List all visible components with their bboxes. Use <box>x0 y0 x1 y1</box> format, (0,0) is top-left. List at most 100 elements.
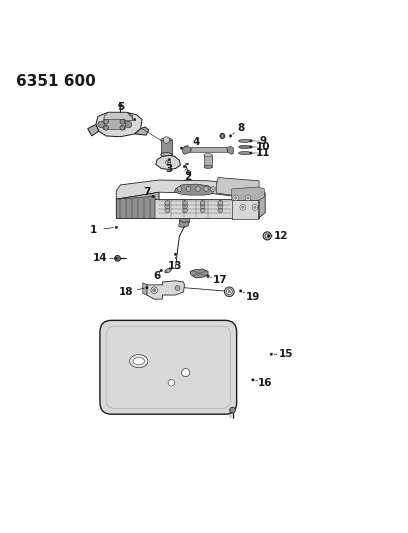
Circle shape <box>250 140 252 142</box>
Circle shape <box>254 206 256 208</box>
Polygon shape <box>190 269 208 278</box>
Ellipse shape <box>133 358 144 365</box>
Bar <box>161 140 172 155</box>
Circle shape <box>228 290 231 293</box>
Text: 7: 7 <box>143 187 151 197</box>
Circle shape <box>235 197 237 199</box>
Polygon shape <box>216 177 259 199</box>
Polygon shape <box>104 112 133 120</box>
Text: 18: 18 <box>119 287 134 297</box>
Text: 4: 4 <box>192 137 200 147</box>
Circle shape <box>174 253 177 255</box>
Circle shape <box>168 158 171 161</box>
Polygon shape <box>175 184 214 195</box>
Text: 8: 8 <box>237 123 244 133</box>
Circle shape <box>165 204 170 208</box>
Text: 11: 11 <box>256 148 271 158</box>
Circle shape <box>133 118 136 121</box>
Ellipse shape <box>129 354 148 368</box>
Circle shape <box>242 206 244 208</box>
Circle shape <box>115 226 118 229</box>
Text: 15: 15 <box>278 349 293 359</box>
Circle shape <box>252 205 258 210</box>
Circle shape <box>150 201 153 205</box>
Circle shape <box>207 275 209 278</box>
Text: 10: 10 <box>256 142 271 152</box>
Circle shape <box>265 234 269 238</box>
Circle shape <box>245 195 251 201</box>
Circle shape <box>167 161 169 164</box>
Circle shape <box>180 147 183 149</box>
Circle shape <box>166 160 171 165</box>
Circle shape <box>119 104 122 107</box>
Circle shape <box>182 200 187 205</box>
Circle shape <box>218 200 223 205</box>
Circle shape <box>239 290 242 292</box>
Circle shape <box>270 353 273 356</box>
Polygon shape <box>143 283 147 295</box>
Circle shape <box>120 119 125 124</box>
Polygon shape <box>180 219 190 224</box>
Circle shape <box>120 125 125 130</box>
Circle shape <box>186 187 191 191</box>
Circle shape <box>220 133 225 139</box>
Circle shape <box>211 187 215 191</box>
Polygon shape <box>116 196 155 219</box>
Circle shape <box>163 156 166 159</box>
Circle shape <box>200 208 205 213</box>
Circle shape <box>182 208 187 213</box>
Polygon shape <box>259 190 265 217</box>
Circle shape <box>267 235 270 237</box>
Text: 6: 6 <box>153 271 161 281</box>
Circle shape <box>218 208 223 213</box>
Circle shape <box>183 165 186 168</box>
Polygon shape <box>116 180 259 199</box>
Circle shape <box>226 289 232 295</box>
Circle shape <box>98 121 104 128</box>
FancyBboxPatch shape <box>100 320 237 414</box>
Circle shape <box>186 171 191 175</box>
Circle shape <box>182 204 187 208</box>
Bar <box>204 155 212 167</box>
Polygon shape <box>183 146 191 154</box>
Text: 19: 19 <box>246 292 260 302</box>
Polygon shape <box>228 146 233 154</box>
Circle shape <box>151 287 157 294</box>
Circle shape <box>263 232 271 240</box>
Polygon shape <box>116 192 159 219</box>
Circle shape <box>204 187 208 191</box>
Circle shape <box>165 208 170 213</box>
Circle shape <box>195 187 200 191</box>
Circle shape <box>200 204 205 208</box>
Text: 1: 1 <box>90 225 98 235</box>
Ellipse shape <box>239 146 251 149</box>
Text: 13: 13 <box>168 261 183 271</box>
Polygon shape <box>96 112 142 137</box>
Circle shape <box>153 288 156 292</box>
Polygon shape <box>147 281 184 299</box>
Polygon shape <box>179 221 188 228</box>
FancyBboxPatch shape <box>103 119 126 130</box>
Text: 16: 16 <box>258 378 273 388</box>
Circle shape <box>182 368 190 377</box>
Circle shape <box>168 379 175 386</box>
Circle shape <box>104 125 109 130</box>
Text: 14: 14 <box>93 253 107 263</box>
Text: 6351 600: 6351 600 <box>16 74 96 89</box>
Circle shape <box>104 119 109 124</box>
Circle shape <box>165 200 170 205</box>
Circle shape <box>177 187 182 191</box>
Circle shape <box>240 205 246 210</box>
Circle shape <box>218 204 223 208</box>
Circle shape <box>115 257 118 260</box>
Text: 3: 3 <box>166 164 173 174</box>
Circle shape <box>163 137 170 143</box>
Circle shape <box>160 269 162 272</box>
Circle shape <box>233 195 239 201</box>
Circle shape <box>125 121 132 128</box>
Text: 2: 2 <box>184 172 191 182</box>
Circle shape <box>166 269 170 272</box>
Ellipse shape <box>161 152 172 157</box>
Circle shape <box>229 135 232 137</box>
Text: 9: 9 <box>259 136 267 146</box>
